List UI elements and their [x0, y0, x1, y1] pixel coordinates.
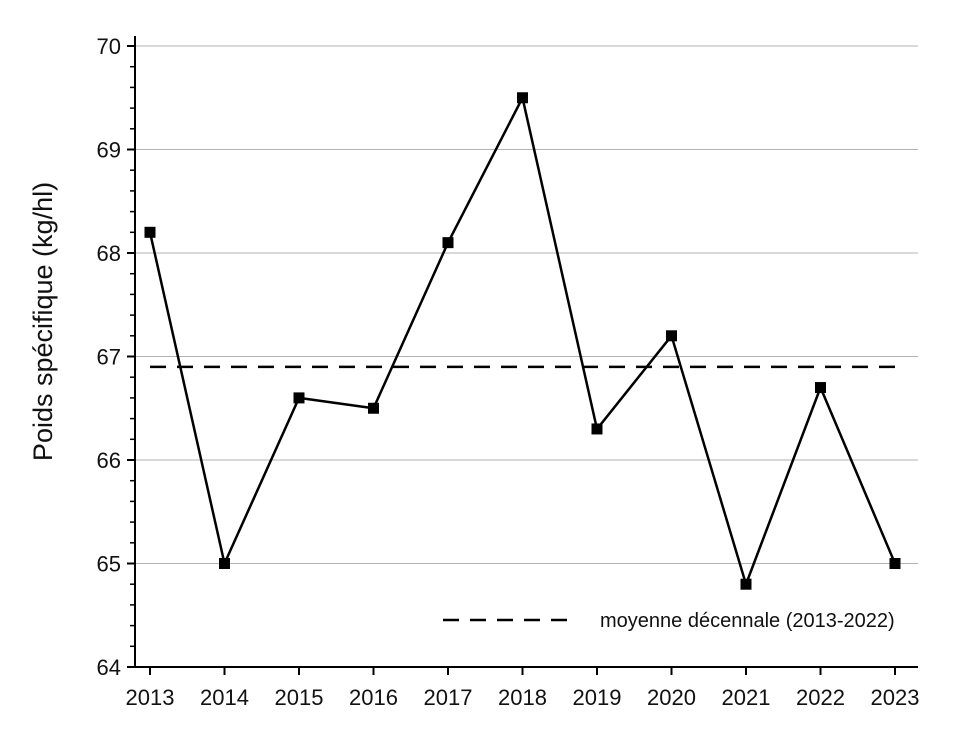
legend-label: moyenne décennale (2013-2022) — [600, 610, 895, 632]
y-ticks: 64 65 66 67 68 69 70 — [97, 34, 135, 680]
y-axis-title: Poids spécifique (kg/hl) — [28, 182, 58, 461]
x-tick-label-2015: 2015 — [275, 685, 324, 710]
y-tick-label-65: 65 — [97, 552, 121, 577]
x-tick-label-2017: 2017 — [424, 685, 473, 710]
axes — [134, 36, 918, 668]
y-tick-label-70: 70 — [97, 34, 121, 59]
data-point-2016 — [368, 402, 379, 414]
y-tick-label-66: 66 — [97, 448, 121, 473]
data-point-2014 — [219, 558, 230, 569]
data-point-2021 — [740, 578, 752, 590]
y-tick-label-68: 68 — [97, 241, 121, 266]
x-tick-label-2016: 2016 — [349, 685, 398, 710]
data-point-2018 — [517, 92, 528, 104]
x-tick-label-2021: 2021 — [722, 685, 771, 710]
legend: moyenne décennale (2013-2022) — [443, 610, 895, 632]
x-tick-label-2014: 2014 — [200, 685, 249, 710]
x-tick-label-2020: 2020 — [647, 685, 696, 710]
data-point-2023 — [889, 558, 901, 569]
x-tick-label-2022: 2022 — [796, 685, 845, 710]
data-point-2013 — [144, 226, 156, 238]
x-tick-label-2018: 2018 — [498, 685, 547, 710]
data-point-2017 — [442, 237, 454, 249]
y-tick-label-64: 64 — [97, 655, 121, 680]
series-line-0 — [148, 94, 897, 589]
data-point-2022 — [815, 382, 826, 394]
x-tick-label-2013: 2013 — [126, 685, 175, 710]
data-point-2015 — [293, 392, 305, 404]
y-tick-label-69: 69 — [97, 138, 121, 163]
data-point-2019 — [591, 423, 603, 435]
series-group — [144, 92, 901, 590]
x-ticks: 2013 2014 2015 2016 2017 2018 2019 2020 2021 2022… — [126, 667, 920, 710]
x-tick-label-2019: 2019 — [573, 685, 622, 710]
data-point-2020 — [666, 330, 677, 342]
grid-lines — [135, 45, 918, 564]
y-tick-label-67: 67 — [97, 345, 121, 370]
x-tick-label-2023: 2023 — [871, 685, 920, 710]
